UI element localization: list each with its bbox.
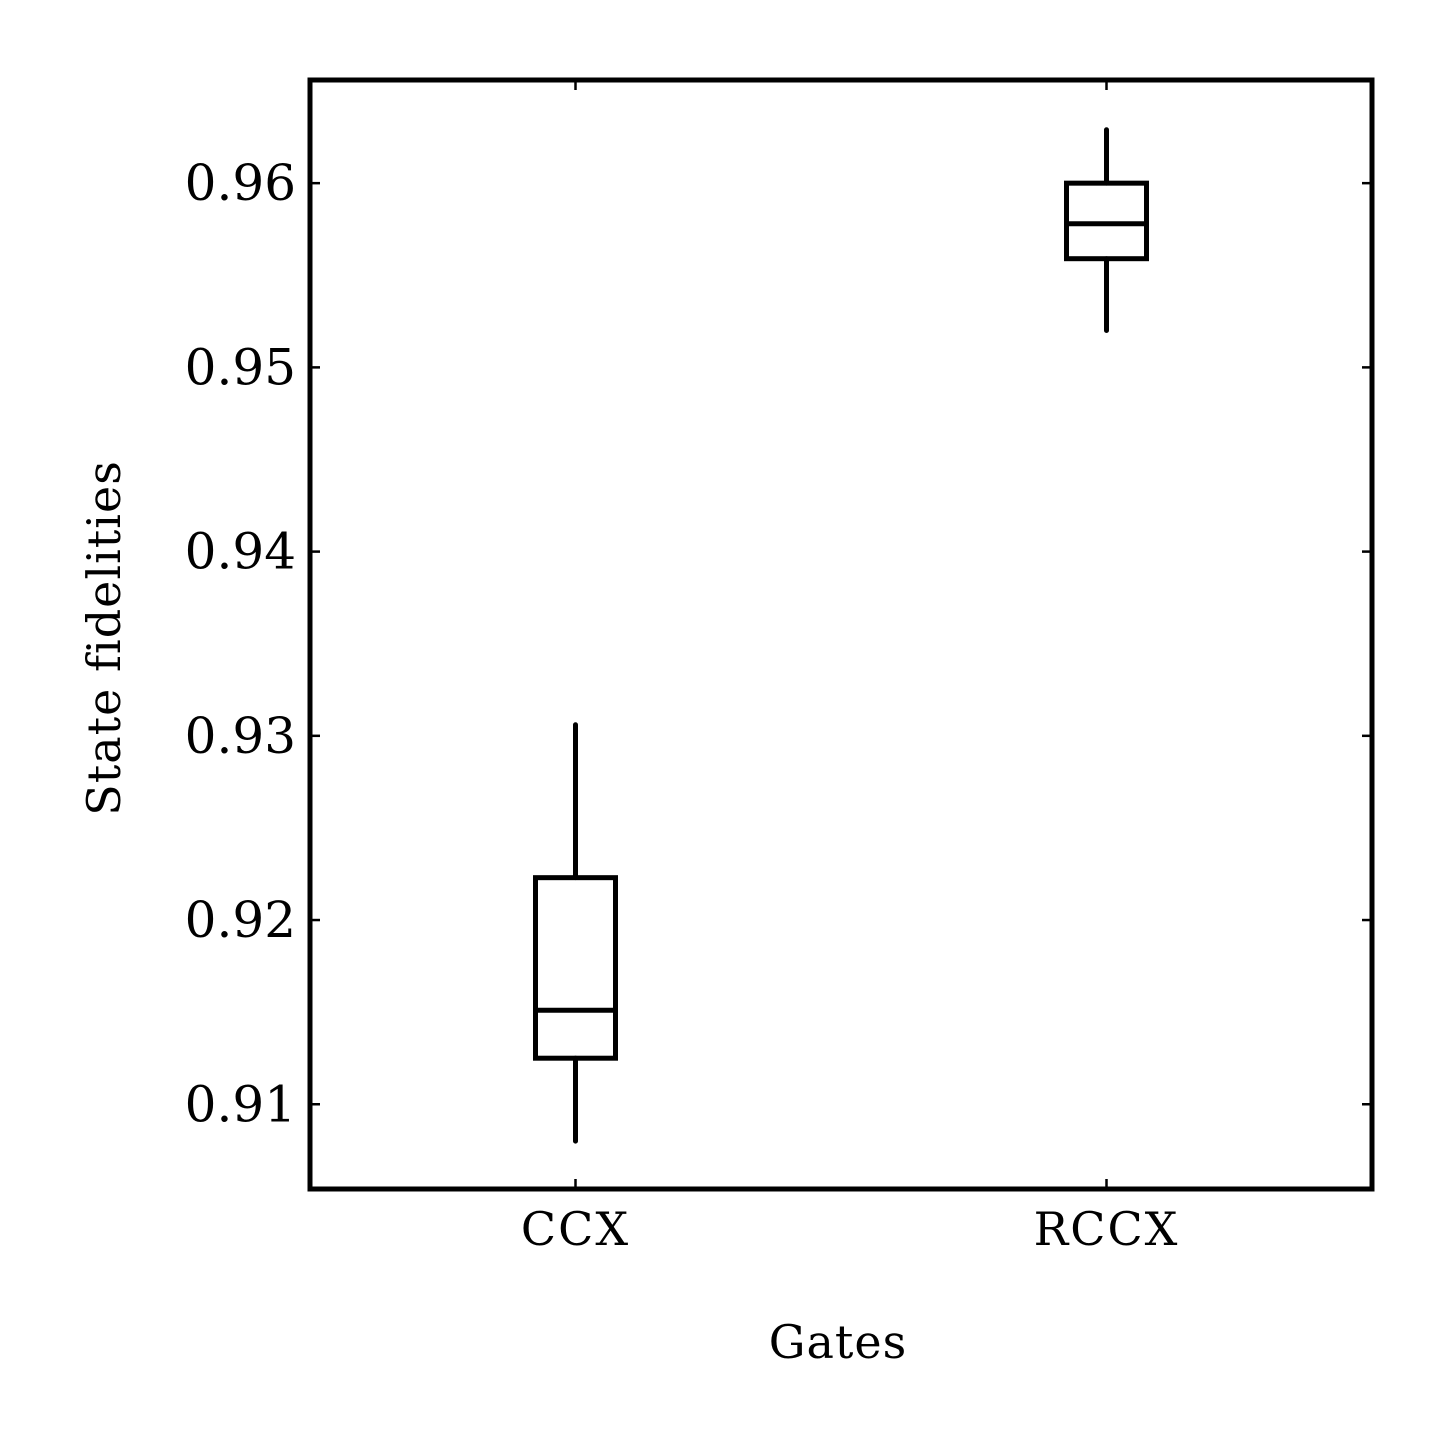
- y-tick-label: 0.94: [185, 523, 296, 581]
- y-axis-label: State fidelities: [77, 460, 131, 816]
- x-tick-label: RCCX: [1034, 1202, 1180, 1256]
- y-tick-label: 0.91: [185, 1075, 296, 1133]
- y-tick-label: 0.96: [185, 154, 296, 212]
- plot-frame: [307, 77, 1375, 1192]
- x-tick-label: CCX: [521, 1202, 630, 1256]
- box-rccx: [1064, 180, 1149, 262]
- y-tick-label: 0.92: [185, 891, 296, 949]
- plot-area: 0.91 0.92 0.93 0.94 0.95 0.96 CCX RCCX: [185, 80, 1372, 1256]
- y-tick-label: 0.95: [185, 338, 296, 396]
- box-ccx: [533, 875, 618, 1061]
- y-tick-label: 0.93: [185, 707, 296, 765]
- x-axis-label: Gates: [769, 1315, 908, 1369]
